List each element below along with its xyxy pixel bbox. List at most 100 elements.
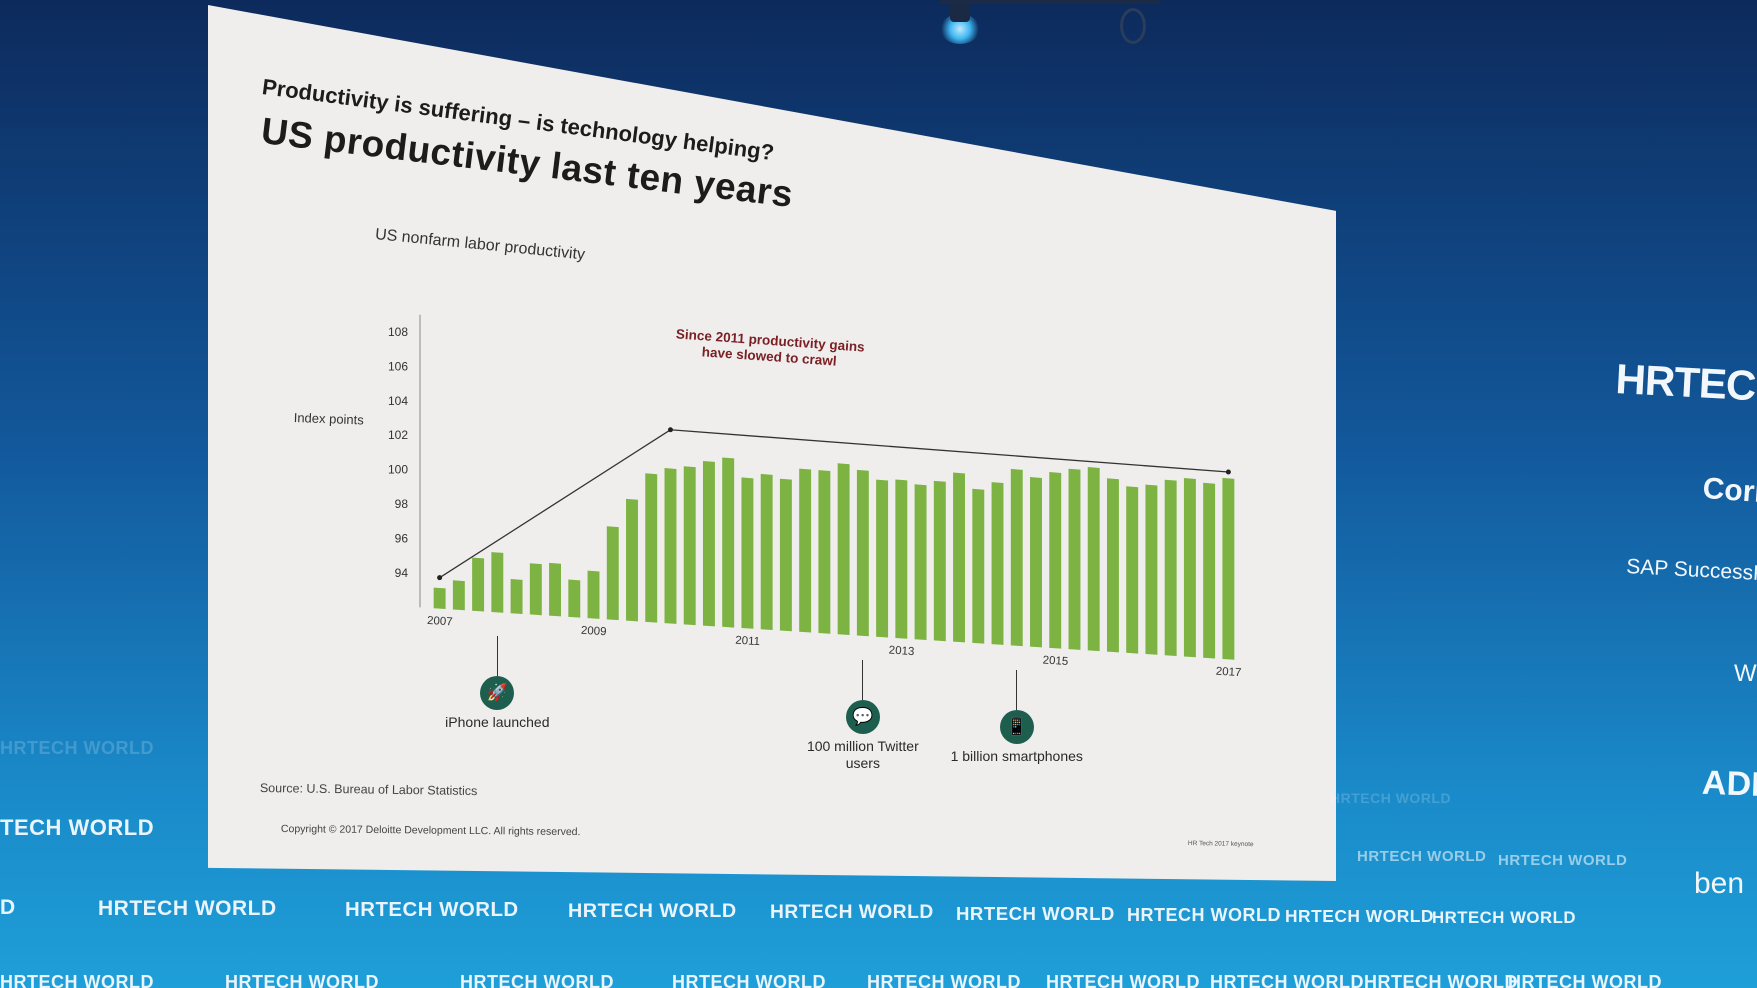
banner-wordmark: HRTECH WORLD bbox=[568, 900, 737, 922]
marker-caption: 100 million Twitter users bbox=[806, 737, 919, 771]
bar bbox=[702, 460, 715, 627]
bar bbox=[606, 526, 619, 621]
sponsor-w-logo: W bbox=[1734, 660, 1757, 687]
bar bbox=[818, 470, 831, 634]
bar bbox=[914, 484, 927, 640]
banner-wordmark: HRTECH WORLD bbox=[345, 898, 519, 921]
bar bbox=[741, 477, 754, 629]
banner-wordmark: HRTECH WORLD bbox=[1432, 907, 1576, 927]
y-tick-label: 106 bbox=[388, 359, 408, 373]
bar bbox=[587, 570, 600, 619]
cornerstone-logo: Corn bbox=[1701, 472, 1757, 510]
bar bbox=[856, 469, 869, 637]
marker-stem bbox=[1016, 669, 1018, 710]
banner-wordmark: HRTECH WORLD bbox=[1508, 972, 1662, 988]
lighting-truss bbox=[900, 0, 1200, 60]
x-tick-label: 2013 bbox=[888, 645, 914, 659]
rocket-icon: 🚀 bbox=[480, 676, 515, 711]
marker-caption: 1 billion smartphones bbox=[950, 747, 1083, 764]
bar bbox=[837, 463, 850, 636]
banner-wordmark: HRTECH WORLD bbox=[1285, 906, 1434, 926]
banner-wordmark: HRTECH WORLD bbox=[1127, 904, 1281, 925]
bar bbox=[991, 482, 1004, 645]
bar bbox=[779, 478, 792, 632]
bar bbox=[1030, 477, 1042, 648]
bar bbox=[1203, 482, 1216, 659]
banner-wordmark: HRTECH WORLD bbox=[225, 972, 379, 988]
bar bbox=[645, 473, 658, 623]
banner-wordmark: HRTECH WORLD bbox=[1330, 790, 1452, 806]
bar bbox=[472, 557, 485, 612]
banner-wordmark: HRTECH WORLD bbox=[1046, 972, 1200, 988]
bar bbox=[452, 580, 465, 611]
bar bbox=[1049, 472, 1062, 649]
banner-wordmark: HRTECH WORLD bbox=[672, 972, 826, 988]
banner-wordmark: HRTECH WORLD bbox=[1498, 852, 1628, 869]
bar bbox=[510, 579, 523, 614]
trend-point bbox=[667, 427, 673, 433]
banner-wordmark: TECH WORLD bbox=[0, 815, 155, 840]
event-marker: 📱 1 billion smartphones bbox=[947, 669, 1087, 765]
bar bbox=[1010, 468, 1023, 647]
bar bbox=[722, 457, 735, 628]
bar bbox=[568, 579, 581, 618]
banner-wordmark: HRTECH WORLD bbox=[956, 903, 1115, 924]
y-tick-label: 102 bbox=[388, 428, 408, 442]
bar bbox=[1068, 468, 1081, 650]
bar bbox=[933, 480, 946, 642]
hrtech-logo: HRTECH bbox=[1614, 355, 1757, 411]
bar bbox=[1145, 484, 1158, 655]
bar bbox=[760, 473, 773, 631]
trend-point bbox=[437, 575, 443, 581]
banner-wordmark: D bbox=[0, 896, 16, 919]
bar bbox=[1164, 479, 1177, 657]
marker-stem bbox=[862, 659, 864, 700]
event-marker: 💬 100 million Twitter users bbox=[793, 659, 933, 772]
bar bbox=[895, 479, 908, 639]
bar bbox=[1222, 477, 1235, 660]
bar bbox=[1126, 486, 1139, 654]
x-tick-label: 2007 bbox=[427, 615, 453, 629]
bar bbox=[549, 562, 562, 617]
marker-stem bbox=[496, 636, 498, 677]
y-tick-label: 98 bbox=[395, 497, 409, 511]
bar bbox=[433, 587, 446, 610]
banner-wordmark: HRTECH WORLD bbox=[0, 738, 154, 758]
x-tick-label: 2011 bbox=[735, 635, 760, 648]
bar bbox=[683, 466, 696, 626]
y-tick-label: 104 bbox=[388, 394, 408, 408]
x-tick-label: 2009 bbox=[581, 625, 607, 639]
adp-logo: ADP bbox=[1701, 763, 1757, 805]
y-tick-label: 94 bbox=[395, 566, 409, 580]
speech-bubble-icon: 💬 bbox=[845, 699, 880, 734]
y-tick-label: 100 bbox=[388, 463, 408, 477]
bar bbox=[876, 479, 889, 638]
banner-wordmark: HRTECH WORLD bbox=[1210, 972, 1364, 988]
y-tick-label: 108 bbox=[388, 325, 408, 339]
banner-wordmark: HRTECH WORLD bbox=[1364, 972, 1518, 988]
banner-wordmark: HRTECH WORLD bbox=[1357, 848, 1487, 865]
bar bbox=[1183, 478, 1196, 658]
marker-caption: iPhone launched bbox=[445, 714, 550, 731]
y-tick-label: 96 bbox=[395, 531, 409, 545]
x-tick-label: 2015 bbox=[1042, 654, 1068, 668]
sponsor-ben-logo: ben bbox=[1694, 867, 1745, 900]
smartphone-icon: 📱 bbox=[999, 709, 1034, 744]
bar bbox=[953, 472, 966, 643]
banner-wordmark: HRTECH WORLD bbox=[0, 972, 154, 988]
banner-wordmark: HRTECH WORLD bbox=[98, 897, 277, 920]
chart-annotation: Since 2011 productivity gainshave slowed… bbox=[674, 326, 865, 370]
bar bbox=[664, 468, 677, 624]
bar bbox=[529, 563, 542, 616]
trend-point bbox=[1225, 469, 1231, 475]
bar bbox=[1087, 467, 1100, 652]
event-marker: 🚀 iPhone launched bbox=[427, 636, 567, 731]
banner-wordmark: HRTECH WORLD bbox=[867, 972, 1021, 988]
banner-wordmark: HRTECH WORLD bbox=[770, 901, 934, 923]
x-tick-label: 2017 bbox=[1215, 666, 1241, 680]
bar bbox=[1106, 478, 1119, 653]
bar bbox=[626, 498, 638, 622]
bar bbox=[491, 552, 504, 613]
banner-wordmark: HRTECH WORLD bbox=[460, 972, 614, 988]
